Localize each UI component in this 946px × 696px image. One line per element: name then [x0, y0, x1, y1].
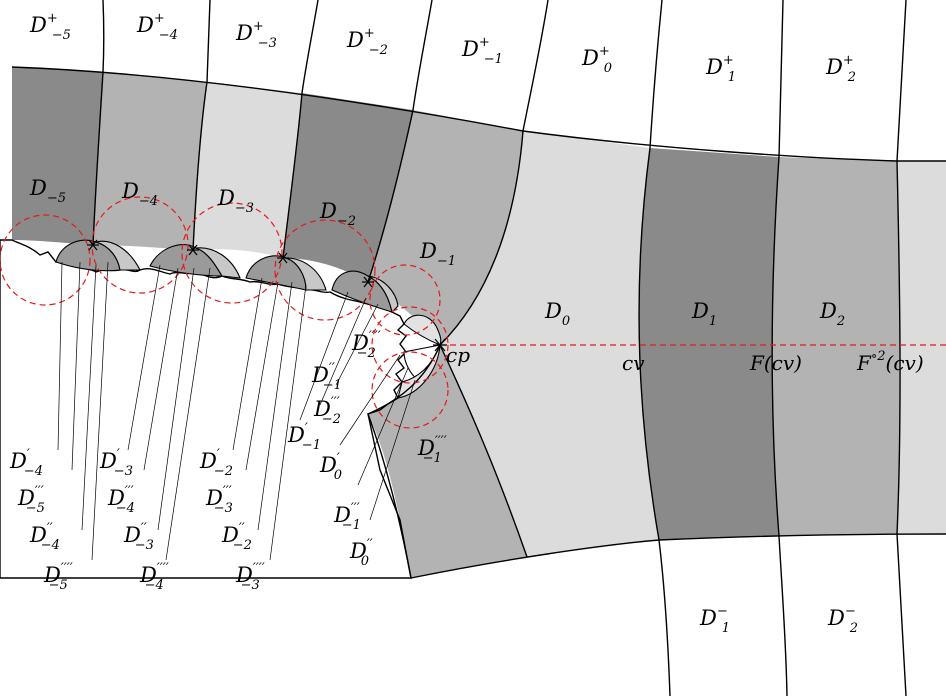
boundary-curves: [11, 0, 946, 696]
petal-disc: [93, 240, 141, 271]
divider: [367, 0, 433, 283]
divider: [771, 0, 788, 696]
region-label: D+ −5: [29, 11, 71, 43]
region-label: D′′′′ −1: [417, 434, 447, 466]
region-label: D′′ −4: [29, 521, 60, 553]
dashed-circle: [181, 202, 283, 304]
region-label: D′′ −2: [221, 521, 252, 553]
dashed-circle: [0, 214, 91, 306]
region-label: D′′′ −4: [107, 484, 135, 516]
region-label: D1: [691, 299, 717, 329]
region-label: D+ 1: [705, 53, 736, 85]
divider: [192, 0, 211, 251]
label-f2-cv: F∘2(cv): [856, 349, 924, 375]
region-label: D′′′′ −5: [43, 561, 73, 593]
dashed-circle: [274, 219, 376, 321]
region-label: D+ −3: [235, 19, 277, 51]
strip-fills: [12, 67, 946, 578]
region-d2: [772, 157, 901, 536]
region-label: D−1: [419, 239, 456, 269]
region-label: D2: [819, 299, 845, 329]
dashed-circle: [369, 264, 441, 336]
divider: [439, 0, 549, 346]
region-label: D′′′′ −3: [235, 561, 265, 593]
region-d-minus3: [193, 82, 302, 258]
asterisk-markers: [87, 239, 447, 352]
label-f2-sup: ∘2: [871, 349, 886, 364]
region-d-minus1: [368, 110, 523, 345]
label-f2-arg: (cv): [886, 351, 924, 375]
region-label: D′′ −3: [123, 521, 154, 553]
region-label: D′ 0: [319, 451, 342, 483]
asterisk-icon: [187, 244, 199, 256]
region-label: D′ −2: [199, 447, 233, 479]
label-f2-base: F: [856, 351, 872, 375]
asterisk-icon: [433, 338, 447, 352]
region-label: D0: [544, 299, 570, 329]
dashed-circle: [371, 351, 449, 429]
asterisk-icon: [362, 276, 374, 288]
label-layer: D+ −5 D+ −4 D+ −3 D+ −2 D+ −1 D+ 0 D+ 1 D+ 2 D−5 D−4 D−3 D−…: [9, 11, 858, 636]
region-d-minus4: [93, 72, 207, 250]
region-label: D+ −1: [461, 35, 503, 67]
region-label: D′ −1: [287, 421, 321, 453]
label-cp: cp: [446, 343, 470, 367]
divider: [367, 344, 441, 579]
region-label: D′′′ −5: [17, 484, 45, 516]
region-label: D′′′ −1: [333, 501, 361, 533]
region-beyond-d2: [897, 161, 946, 534]
asterisk-icon: [87, 239, 99, 251]
region-label: D′′ −1: [311, 361, 342, 393]
dashed-circle: [371, 306, 449, 384]
region-label: D′′′ −3: [205, 484, 233, 516]
petal-disc: [285, 257, 327, 291]
label-cv: cv: [622, 351, 645, 375]
region-label: D−5: [29, 176, 66, 206]
region-label: D−4: [121, 179, 158, 209]
region-d1: [639, 148, 779, 540]
divider: [638, 0, 671, 696]
region-label: D+ 0: [581, 44, 612, 76]
asterisk-icon: [277, 252, 289, 264]
region-label: D′′′′ −2: [351, 329, 381, 361]
divider: [439, 344, 528, 558]
petal-disc: [367, 275, 399, 314]
petal-disc: [195, 247, 241, 279]
region-label: D+ −2: [346, 26, 388, 58]
region-label: D′′′′ −4: [139, 561, 169, 593]
divider: [896, 0, 907, 696]
divider: [282, 0, 319, 259]
region-d-minus2: [283, 93, 413, 282]
leader-lines: [57, 261, 416, 561]
region-label: D−3: [217, 186, 254, 216]
region-label: D+ −4: [136, 11, 178, 43]
region-label: D−2: [827, 604, 858, 636]
region-label: D−2: [319, 199, 356, 229]
label-f-cv: F(cv): [749, 351, 802, 375]
region-label: D′′ 0: [349, 537, 373, 569]
red-dashed: [0, 196, 946, 429]
region-label: D+ 2: [825, 53, 856, 85]
region-label: D−1: [699, 604, 730, 636]
region-d0: [440, 131, 659, 557]
region-d-minus5: [12, 67, 103, 245]
region-label: D′ −3: [99, 447, 133, 479]
region-label: D′′′ −2: [313, 395, 341, 427]
region-label: D′ −4: [9, 447, 43, 479]
divider: [92, 0, 105, 246]
